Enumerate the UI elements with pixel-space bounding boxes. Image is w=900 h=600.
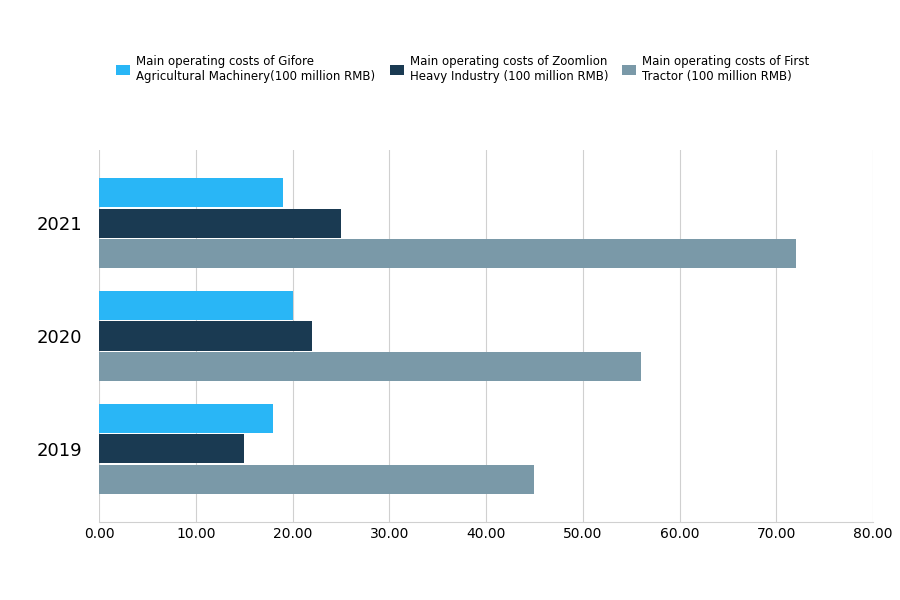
Bar <box>99 209 341 238</box>
Bar <box>99 404 274 433</box>
Bar <box>99 434 244 463</box>
Bar <box>99 352 641 381</box>
Bar <box>99 322 312 350</box>
Legend: Main operating costs of Gifore
Agricultural Machinery(100 million RMB), Main ope: Main operating costs of Gifore Agricultu… <box>112 52 813 87</box>
Bar <box>99 239 796 268</box>
Bar <box>99 291 292 320</box>
Bar <box>99 464 535 494</box>
Bar <box>99 178 283 208</box>
